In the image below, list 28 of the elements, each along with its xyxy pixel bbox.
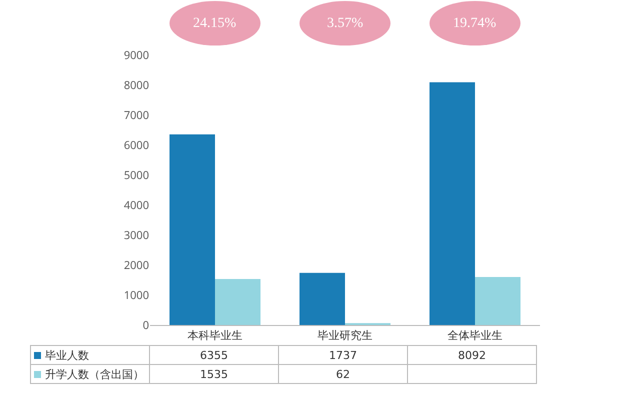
data-label: 8092 (408, 346, 536, 364)
y-tick-label: 9000 (124, 48, 149, 63)
data-label: 6355 (150, 346, 278, 364)
text: 19.74% (453, 16, 496, 31)
data-label: 1535 (150, 364, 278, 384)
y-tick-label: 0 (142, 318, 149, 333)
x-tick-label: 本科毕业生 (188, 328, 242, 344)
bar (300, 272, 345, 325)
text: 3.57% (327, 16, 364, 31)
data-label: 62 (278, 364, 408, 384)
y-tick-label: 6000 (124, 138, 149, 153)
bar (170, 134, 215, 325)
bar (475, 277, 520, 325)
x-tick-label: 毕业研究生 (318, 328, 372, 344)
y-tick-label: 1000 (124, 288, 149, 303)
legend-label: 毕业人数 (45, 348, 89, 362)
y-tick-label: 4000 (124, 198, 149, 213)
y-tick-label: 8000 (124, 78, 149, 93)
x-tick-label: 全体毕业生 (448, 328, 502, 344)
bar (215, 278, 260, 325)
y-tick-label: 3000 (124, 228, 149, 243)
y-tick-label: 7000 (124, 108, 149, 123)
text: 24.15% (193, 16, 236, 31)
y-tick-label: 5000 (124, 168, 149, 183)
data-label: 1737 (278, 346, 408, 364)
bar (430, 82, 475, 325)
legend-label: 升学人数（含出国） (45, 368, 144, 380)
y-tick-label: 2000 (124, 258, 149, 273)
